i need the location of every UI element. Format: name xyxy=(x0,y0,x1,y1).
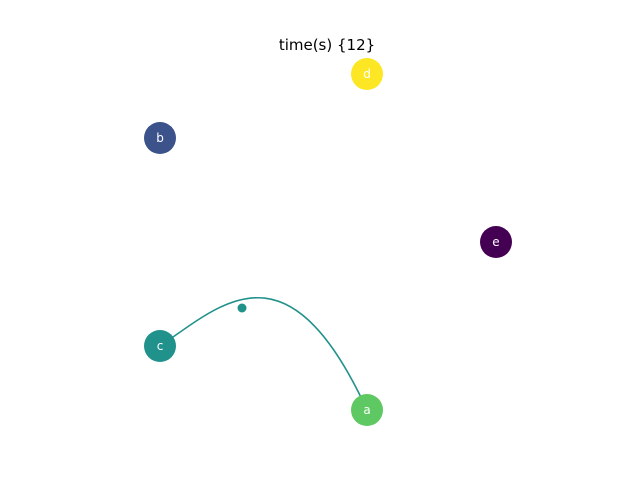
node-c-label: c xyxy=(157,339,164,353)
node-d: d xyxy=(351,58,383,90)
nodes-layer: a b c d e xyxy=(144,58,512,426)
node-b-label: b xyxy=(156,131,164,145)
node-a-label: a xyxy=(363,403,370,417)
node-b-circle xyxy=(144,122,176,154)
edge-c-a-marker xyxy=(237,303,247,313)
edge-c-a xyxy=(159,297,368,411)
node-e-label: e xyxy=(492,235,499,249)
node-a-circle xyxy=(351,394,383,426)
node-a: a xyxy=(351,394,383,426)
node-e: e xyxy=(480,226,512,258)
graph-title: time(s) {12} xyxy=(279,36,375,54)
node-c: c xyxy=(144,330,176,362)
edges-layer xyxy=(159,297,368,411)
node-e-circle xyxy=(480,226,512,258)
node-d-label: d xyxy=(363,67,371,81)
node-c-circle xyxy=(144,330,176,362)
node-d-circle xyxy=(351,58,383,90)
node-b: b xyxy=(144,122,176,154)
